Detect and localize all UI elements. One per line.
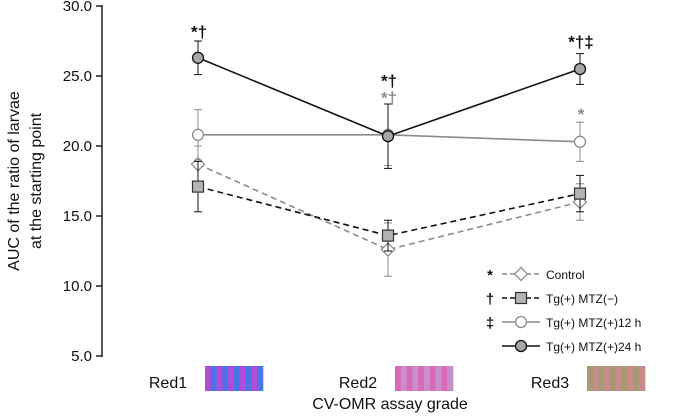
swatch-stripe	[400, 366, 407, 391]
annotation-0: *†	[191, 23, 207, 42]
swatch-stripe	[429, 366, 436, 391]
y-axis-label-line-2: at the starting point	[28, 112, 45, 249]
swatch-stripe	[598, 366, 605, 391]
y-tick-label-2: 15.0	[63, 208, 92, 225]
category-swatch-red1	[205, 366, 264, 391]
data-point	[381, 229, 395, 242]
series-tg-mtz	[191, 160, 587, 252]
legend-item-tg-mtz: † Tg(+) MTZ(−)	[486, 291, 618, 308]
swatch-stripe	[441, 366, 448, 391]
legend-label: Tg(+) MTZ(+)24 h	[546, 340, 641, 354]
series-line	[197, 185, 581, 237]
swatch-stripe	[216, 366, 223, 391]
annotation-4: *	[578, 105, 585, 124]
plot-area	[190, 40, 588, 277]
swatch-stripe	[604, 366, 611, 391]
swatch-stripe	[435, 366, 442, 391]
swatch-stripe	[610, 366, 617, 391]
legend-marker	[514, 291, 528, 305]
swatch-stripe	[616, 366, 623, 391]
y-tick-label-4: 25.0	[63, 68, 92, 85]
legend-symbol: *	[487, 267, 493, 284]
swatch-stripe	[592, 366, 599, 391]
data-point	[191, 128, 205, 141]
y-tick-label-3: 20.0	[63, 138, 92, 155]
data-point	[191, 51, 205, 64]
swatch-stripe	[251, 366, 258, 391]
swatch-stripe	[222, 366, 229, 391]
series-line	[197, 163, 581, 251]
annotation-3: *†‡	[568, 32, 594, 51]
category-label-red3: Red3	[531, 375, 569, 392]
swatch-stripe	[587, 366, 594, 391]
data-point	[381, 130, 395, 143]
legend-label: Control	[546, 268, 585, 282]
swatch-stripe	[257, 366, 264, 391]
category-label-red1: Red1	[149, 375, 187, 392]
legend-symbol: †	[486, 291, 494, 308]
legend-item-tg-mtz-24-h: Tg(+) MTZ(+)24 h	[502, 339, 641, 354]
annotation-2: *†	[381, 88, 397, 107]
category-swatch-red3	[587, 366, 646, 391]
swatch-stripe	[205, 366, 212, 391]
y-tick-label-5: 30.0	[63, 0, 92, 15]
swatch-stripe	[245, 366, 252, 391]
y-ticks: 5.0 10.0 15.0 20.0 25.0 30.0	[63, 0, 102, 365]
swatch-stripe	[239, 366, 246, 391]
x-axis-label: CV-OMR assay grade	[312, 396, 468, 413]
swatch-stripe	[412, 366, 419, 391]
swatch-stripe	[234, 366, 241, 391]
swatch-stripe	[447, 366, 454, 391]
legend: * Control † Tg(+) MTZ(−) ‡ Tg(+) MTZ(+)12 h Tg…	[486, 266, 642, 354]
y-axis: 5.0 10.0 15.0 20.0 25.0 30.0	[63, 0, 103, 365]
legend-marker	[514, 339, 528, 353]
data-point	[573, 187, 587, 200]
swatch-stripe	[424, 366, 431, 391]
category-label-red2: Red2	[339, 375, 377, 392]
y-tick-label-0: 5.0	[71, 348, 92, 365]
swatch-stripe	[395, 366, 402, 391]
swatch-stripe	[418, 366, 425, 391]
legend-label: Tg(+) MTZ(−)	[546, 292, 618, 306]
data-point	[573, 135, 587, 148]
annotation-1: *†	[381, 72, 397, 91]
legend-marker	[514, 315, 528, 329]
swatch-stripe	[639, 366, 646, 391]
y-axis-label-line-1: AUC of the ratio of larvae	[6, 91, 23, 271]
category-swatch-red2	[395, 366, 454, 391]
data-point	[573, 62, 587, 76]
x-categories: Red1 Red2 Red3	[149, 366, 646, 392]
legend-label: Tg(+) MTZ(+)12 h	[546, 316, 641, 330]
swatch-stripe	[210, 366, 217, 391]
swatch-stripe	[228, 366, 235, 391]
swatch-stripe	[633, 366, 640, 391]
legend-marker	[513, 266, 529, 282]
swatch-stripe	[621, 366, 628, 391]
swatch-stripe	[406, 366, 413, 391]
y-tick-label-1: 10.0	[63, 278, 92, 295]
series-tg-mtz-24-h	[191, 40, 587, 169]
legend-symbol: ‡	[486, 315, 494, 332]
legend-item-control: * Control	[487, 266, 585, 284]
significance-annotations: *†*†*†*†‡*	[191, 23, 594, 125]
legend-item-tg-mtz-12-h: ‡ Tg(+) MTZ(+)12 h	[486, 315, 642, 332]
data-point	[191, 180, 205, 193]
swatch-stripe	[627, 366, 634, 391]
